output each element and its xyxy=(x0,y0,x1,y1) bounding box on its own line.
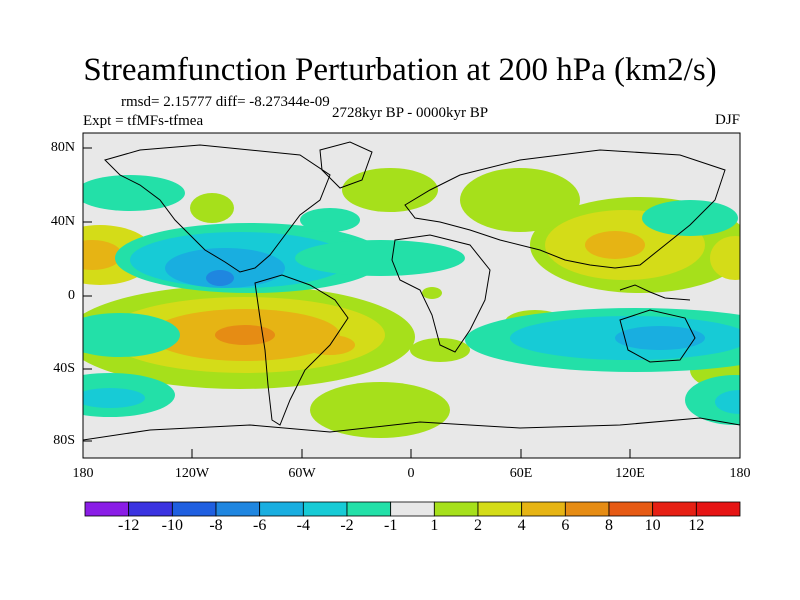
colorbar-label: 8 xyxy=(605,517,613,534)
y-tick-label: 0 xyxy=(68,288,75,303)
x-tick-label: 180 xyxy=(729,466,751,481)
anomaly-atlantic-neg xyxy=(295,240,465,276)
anomaly-s-ocean-pos xyxy=(310,382,450,438)
x-tick-label: 120W xyxy=(174,466,210,481)
map-title: Streamfunction Perturbation at 200 hPa (… xyxy=(83,52,717,88)
colorbar-swatch xyxy=(215,501,261,517)
period-line: 2728kyr BP - 0000kyr BP xyxy=(331,105,489,121)
colorbar-label: -12 xyxy=(117,517,140,534)
anomaly-nw-pacific-neg xyxy=(642,200,738,236)
experiment-line: Expt = tfMFs-tfmea xyxy=(83,113,204,129)
x-tick-label: 180 xyxy=(72,466,94,481)
anomaly-n-america-pos xyxy=(190,193,234,223)
x-tick-label: 120E xyxy=(615,466,645,481)
antarctica-coast xyxy=(83,417,740,441)
eurasia-coast xyxy=(404,149,726,269)
colorbar-label: -2 xyxy=(340,517,354,534)
colorbar-label: -8 xyxy=(209,517,223,534)
stats-line: rmsd= 2.15777 diff= -8.27344e-09 xyxy=(121,94,330,110)
anomaly-tropical-neg-level-6 xyxy=(206,270,234,286)
anomaly-s-indian-neg xyxy=(685,375,740,425)
north-america-coast xyxy=(104,144,331,273)
coastlines xyxy=(83,141,740,441)
colorbar-swatch xyxy=(302,501,348,517)
contour-field xyxy=(83,133,740,458)
colorbar-swatch xyxy=(521,501,566,517)
greenland-coast xyxy=(319,141,373,189)
colorbar-label: 12 xyxy=(688,517,705,534)
season-label: DJF xyxy=(714,112,740,128)
colorbar-swatch xyxy=(477,501,523,517)
colorbar-swatch xyxy=(346,501,392,517)
colorbar-swatch xyxy=(433,501,479,517)
colorbar-label: 2 xyxy=(474,517,482,534)
x-tick-label: 60E xyxy=(509,466,533,481)
colorbar-swatch xyxy=(695,501,741,517)
anomaly-asia-pos-level-6 xyxy=(585,231,645,259)
colorbar-swatch xyxy=(128,501,173,517)
colorbar-label: -1 xyxy=(383,517,398,534)
x-tick-label: 0 xyxy=(407,466,415,481)
anomaly-s-indian-neg-core xyxy=(715,390,740,414)
africa-coast xyxy=(391,234,491,353)
colorbar-swatch xyxy=(608,501,654,517)
colorbar-label: -4 xyxy=(296,517,310,534)
y-tick-label: 40S xyxy=(53,361,75,376)
anomaly-africa-pos xyxy=(422,287,442,299)
anomaly-n-atlantic-pos xyxy=(342,168,438,212)
colorbar-label: 4 xyxy=(517,517,526,534)
colorbar-swatch xyxy=(652,501,697,517)
colorbar-swatch xyxy=(84,501,130,517)
anomaly-n-eurasia-pos xyxy=(460,168,580,232)
anomaly-n-atlantic-neg xyxy=(300,208,360,232)
y-tick-label: 40N xyxy=(50,214,75,229)
anomaly-s-atlantic-pos xyxy=(410,338,470,362)
anomaly-dateline-east-pos xyxy=(710,236,740,280)
axis-ticks xyxy=(82,147,741,458)
colorbar-swatch xyxy=(259,501,304,517)
colorbar-label: 1 xyxy=(430,517,439,534)
south-america-coast xyxy=(254,274,349,426)
colorbar xyxy=(84,501,741,517)
australia-coast xyxy=(619,309,696,363)
anomaly-sa-pos-level-8 xyxy=(215,325,275,345)
anomaly-tropical-neg-level-4 xyxy=(165,248,285,288)
colorbar-swatch xyxy=(564,501,610,517)
anomaly-dateline-west-pos-core xyxy=(83,240,122,270)
colorbar-label: -6 xyxy=(252,517,267,534)
colorbar-swatch xyxy=(390,501,435,517)
anomaly-sw-pacific-neg xyxy=(83,313,180,357)
colorbar-label: 10 xyxy=(644,517,661,534)
y-tick-label: 80N xyxy=(50,140,75,155)
anomaly-n-pacific-neg xyxy=(83,175,185,211)
x-tick-label: 60W xyxy=(288,466,316,481)
anomaly-indian-neg-level-4 xyxy=(615,326,705,350)
colorbar-label: -10 xyxy=(161,517,183,534)
colorbar-swatch xyxy=(171,501,217,517)
y-tick-label: 80S xyxy=(53,433,75,448)
colorbar-label: 6 xyxy=(561,517,570,534)
anomaly-s-pacific-neg-core xyxy=(83,388,145,408)
maritime-continent-coast xyxy=(619,284,691,301)
